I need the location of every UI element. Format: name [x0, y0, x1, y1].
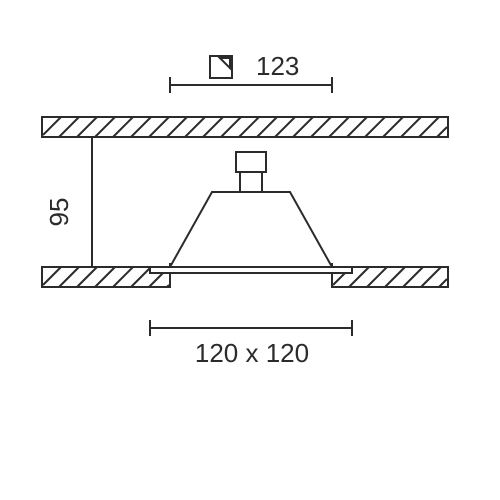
dimension-cutout-label: 123 [256, 51, 299, 81]
dimension-footprint-label: 120 x 120 [195, 338, 309, 368]
fixture-cross-section [150, 152, 352, 273]
dimension-cutout-width: 123 [170, 51, 332, 93]
ceiling-bar-top [42, 117, 448, 137]
dimension-height-label: 95 [44, 198, 74, 227]
dimension-annotations: 123 95 120 x 120 [44, 51, 352, 368]
technical-drawing: 123 95 120 x 120 [0, 0, 500, 500]
dimension-height: 95 [44, 137, 100, 267]
square-cutout-icon [210, 56, 232, 78]
dimension-footprint: 120 x 120 [150, 320, 352, 368]
